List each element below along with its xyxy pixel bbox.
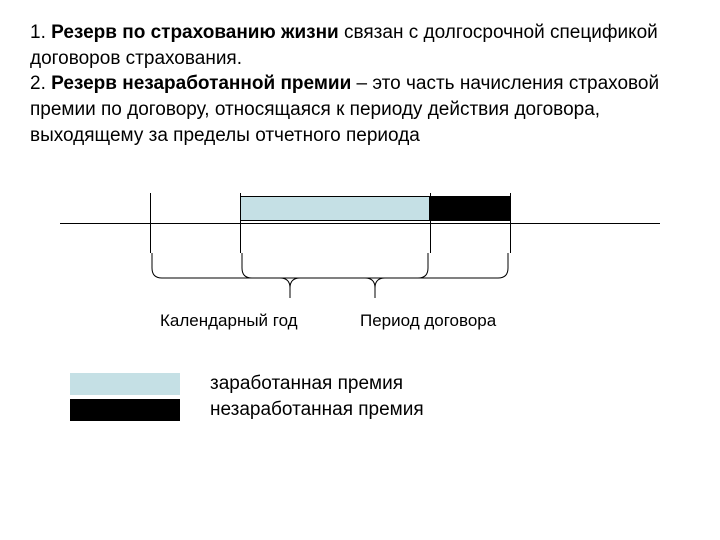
item1-bold: Резерв по страхованию жизни bbox=[51, 22, 339, 43]
unearned-swatch bbox=[70, 399, 180, 421]
earned-swatch bbox=[70, 373, 180, 395]
tick-1 bbox=[150, 193, 151, 253]
contract-period-brace bbox=[240, 253, 510, 303]
contract-period-label: Период договора bbox=[360, 311, 496, 331]
definitions-text: 1. Резерв по страхованию жизни связан с … bbox=[30, 20, 690, 148]
calendar-year-label: Календарный год bbox=[160, 311, 298, 331]
item2-num: 2. bbox=[30, 73, 51, 94]
tick-4 bbox=[510, 193, 511, 253]
earned-premium-bar bbox=[240, 196, 430, 221]
item2-bold: Резерв незаработанной премии bbox=[51, 73, 351, 94]
earned-label: заработанная премия bbox=[210, 373, 403, 395]
timeline-diagram: Календарный год Период договора bbox=[60, 163, 660, 343]
legend: заработанная премия незаработанная преми… bbox=[30, 373, 690, 421]
legend-row-unearned: незаработанная премия bbox=[70, 399, 690, 421]
legend-row-earned: заработанная премия bbox=[70, 373, 690, 395]
unearned-premium-bar bbox=[430, 196, 510, 221]
item1-num: 1. bbox=[30, 22, 51, 43]
unearned-label: незаработанная премия bbox=[210, 399, 424, 421]
